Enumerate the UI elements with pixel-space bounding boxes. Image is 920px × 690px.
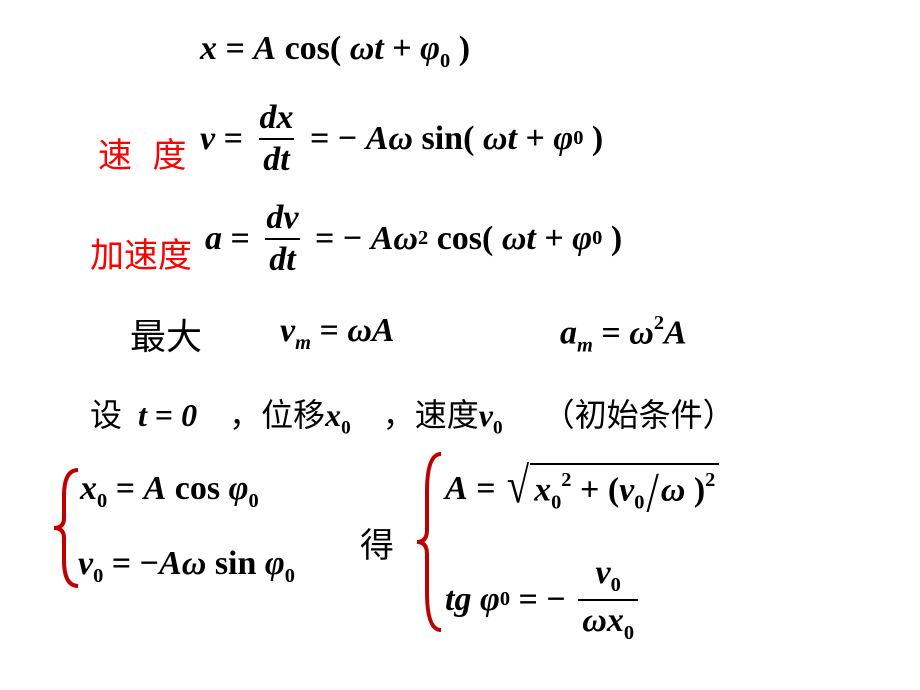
brace-right-icon xyxy=(415,452,445,632)
equation-acceleration: a = dvdt = − Aω2 cos( ωt + φ0 ) xyxy=(205,200,622,277)
label-velocity: 速 度 xyxy=(98,128,193,177)
label-max: 最大 xyxy=(130,308,202,360)
label-acceleration: 加速度 xyxy=(90,228,192,277)
equation-vmax: vm = ωA xyxy=(280,312,395,355)
sys2-eq2: tg φ0 = − v0 ωx0 xyxy=(445,555,642,644)
label-result: 得 xyxy=(360,518,394,567)
sys1-eq2: v0 = −Aω sin φ0 xyxy=(78,545,295,588)
sys1-eq1: x0 = A cos φ0 xyxy=(80,470,259,513)
equation-amax: am = ω2A xyxy=(560,312,687,357)
equation-velocity: v = dxdt = − Aω sin( ωt + φ0 ) xyxy=(200,100,603,177)
equation-displacement: x = A cos( ωt + φ0 ) xyxy=(200,30,470,73)
sys2-eq1: A = √ x02 + (v0/ω )2 xyxy=(445,460,719,518)
initial-conditions-text: 设 t = 0 ，位移x0 ，速度v0 （初始条件） xyxy=(90,390,735,440)
